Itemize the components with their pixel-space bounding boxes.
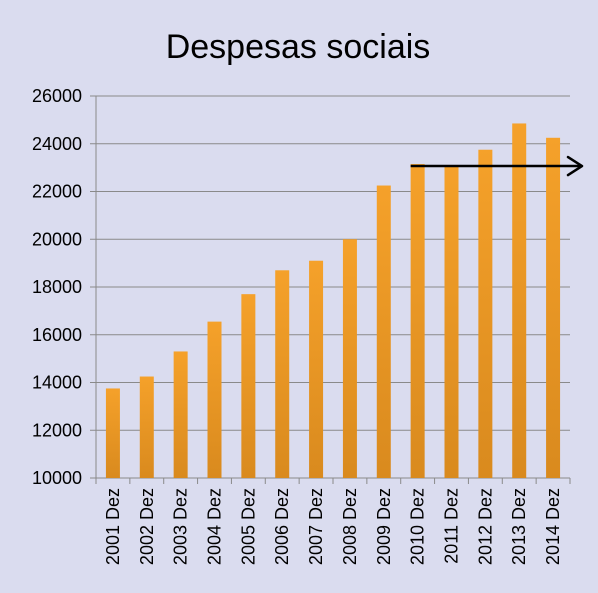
bar-2006-dez [275,270,290,478]
bar-2007-dez [309,260,324,478]
x-tick-label: 2005 Dez [238,488,258,565]
bar-2009-dez [376,185,391,478]
y-axis-ticks: 10000 12000 14000 16000 18000 20000 22000 24000… [32,86,82,488]
arrow-head [566,155,584,177]
chart-title: Despesas sociais [166,28,431,66]
bar-2011-dez [444,165,459,479]
y-tick-label: 18000 [32,277,82,297]
x-tick-label: 2002 Dez [137,488,157,565]
bar-2004-dez [207,321,222,478]
x-tick-label: 2011 Dez [442,488,462,564]
y-tick-label: 26000 [32,86,82,106]
y-tick-label: 24000 [32,134,82,154]
bar-2008-dez [342,239,357,478]
annotation-layer [410,155,584,177]
bar-2010-dez [410,164,425,478]
x-tick-label: 2010 Dez [408,488,428,565]
x-tick-label: 2014 Dez [543,488,563,565]
bar-2013-dez [512,123,527,479]
x-tick-label: 2001 Dez [103,488,123,565]
x-tick-label: 2004 Dez [205,488,225,565]
bar-2001-dez [105,388,120,478]
grid-lines [90,95,571,484]
x-tick-label: 2012 Dez [475,488,495,565]
bar-2002-dez [139,376,154,478]
x-tick-label: 2008 Dez [340,488,360,565]
bar-2014-dez [546,137,561,478]
y-tick-label: 16000 [32,325,82,345]
bar-2012-dez [478,149,493,478]
bar-2003-dez [173,351,188,478]
x-tick-label: 2003 Dez [171,488,191,565]
x-axis-ticks: 2001 Dez 2002 Dez 2003 Dez 2004 Dez 2005 Dez… [103,488,563,565]
bar-2005-dez [241,294,256,478]
x-tick-label: 2006 Dez [272,488,292,565]
y-tick-label: 12000 [32,420,82,440]
x-tick-label: 2007 Dez [306,488,326,565]
x-tick-label: 2009 Dez [374,488,394,565]
y-tick-label: 14000 [32,373,82,393]
y-tick-label: 20000 [32,229,82,249]
x-tick-label: 2013 Dez [509,488,529,565]
y-tick-label: 10000 [32,468,82,488]
y-tick-label: 22000 [32,182,82,202]
bars [105,123,561,479]
